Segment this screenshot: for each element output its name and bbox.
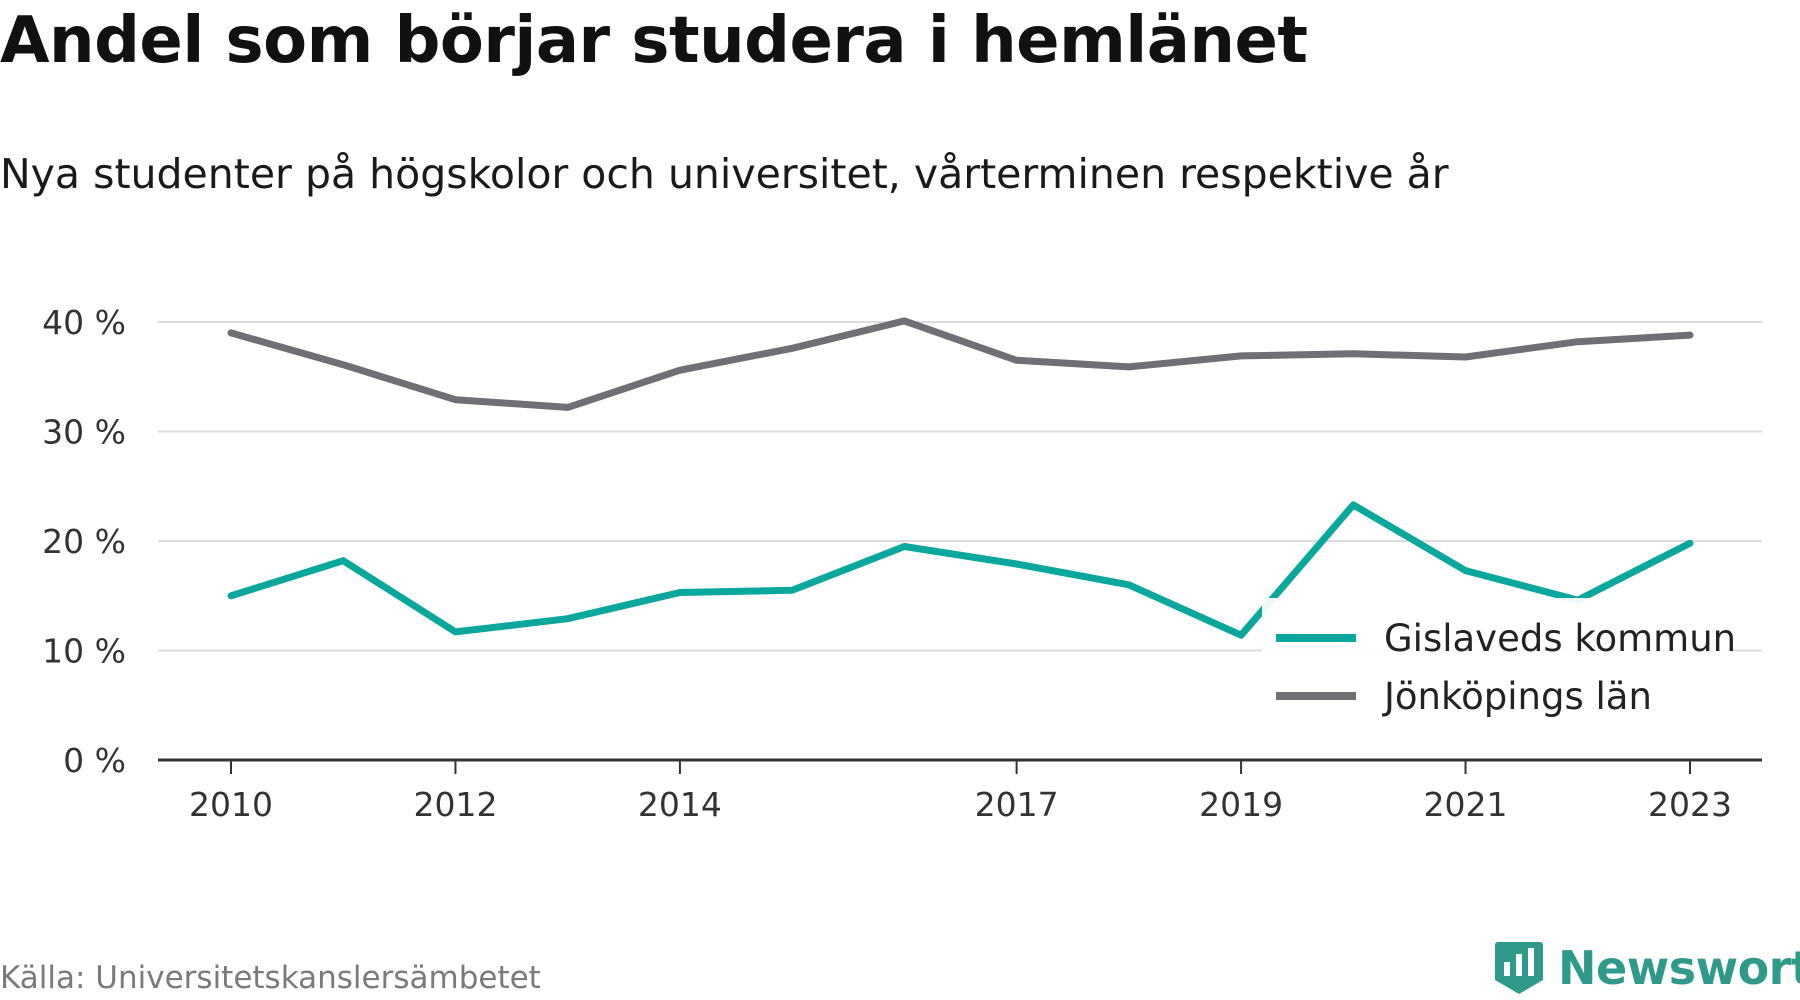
- x-tick-label: 2010: [189, 785, 273, 824]
- legend-background: [1262, 598, 1732, 728]
- y-tick-label: 40 %: [42, 303, 126, 342]
- newsworthy-logo-icon: [1495, 942, 1543, 994]
- series-lines: [227, 317, 1694, 639]
- x-tick-label: 2021: [1424, 785, 1508, 824]
- brand-name: Newsworthy: [1558, 941, 1800, 995]
- x-tick-label: 2012: [413, 785, 497, 824]
- legend: Gislaveds kommun Jönköpings län: [1262, 598, 1736, 728]
- y-axis-ticks: 0 % 10 % 20 % 30 % 40 %: [42, 303, 126, 780]
- series-line: [227, 317, 1694, 411]
- y-tick-label: 0 %: [63, 741, 126, 780]
- source-note: Källa: Universitetskanslersämbetet: [0, 960, 541, 996]
- y-tick-label: 20 %: [42, 522, 126, 561]
- chart-subtitle: Nya studenter på högskolor och universit…: [0, 150, 1449, 198]
- x-tick-label: 2017: [975, 785, 1059, 824]
- legend-label: Gislaveds kommun: [1384, 617, 1736, 660]
- series-line: [227, 501, 1694, 639]
- x-tick-label: 2014: [638, 785, 722, 824]
- y-tick-label: 10 %: [42, 632, 126, 671]
- x-axis: 2010 2012 2014 2017 2019 2021 2023: [158, 758, 1762, 824]
- brand-logo: Newsworthy: [1494, 940, 1800, 996]
- y-tick-label: 30 %: [42, 413, 126, 452]
- legend-label: Jönköpings län: [1382, 675, 1652, 718]
- x-tick-label: 2023: [1648, 785, 1732, 824]
- x-tick-label: 2019: [1199, 785, 1283, 824]
- chart-title: Andel som börjar studera i hemlänet: [0, 4, 1308, 78]
